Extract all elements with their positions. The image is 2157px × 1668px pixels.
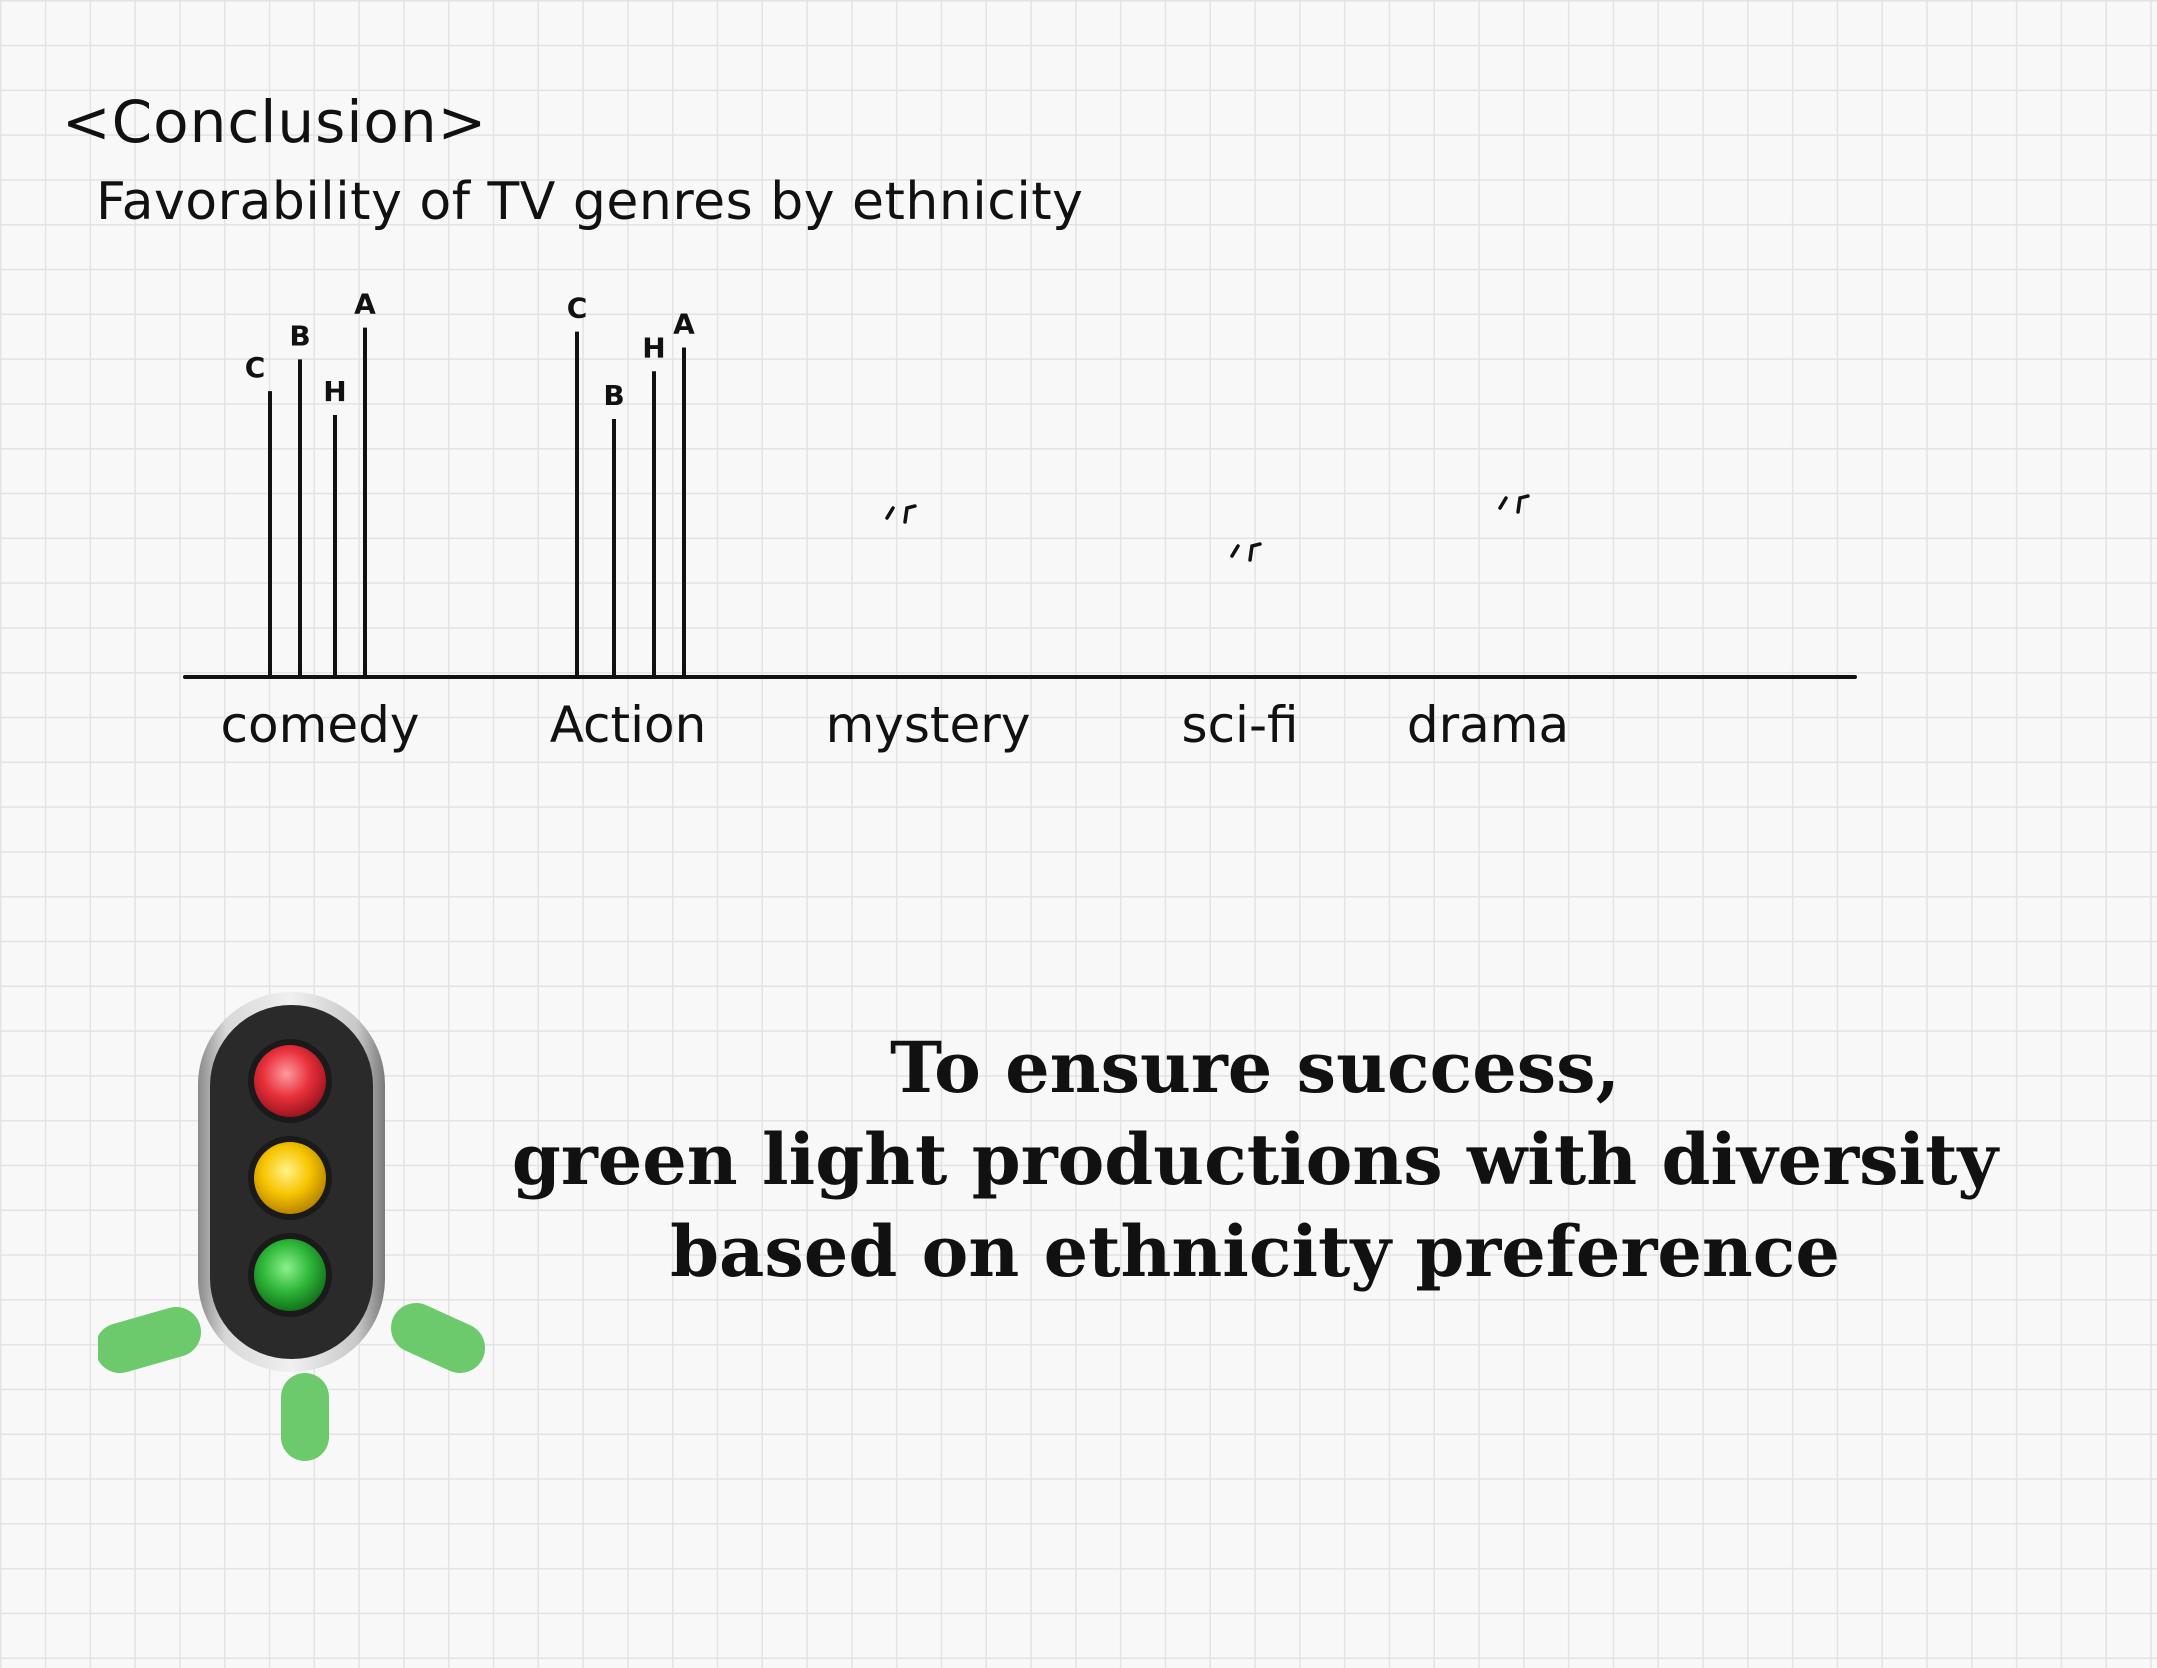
conclusion-text: To ensure success, green light productio… bbox=[510, 1022, 2000, 1298]
bar-label: C bbox=[245, 351, 266, 384]
bar-label: B bbox=[289, 319, 310, 352]
pen-mark bbox=[1230, 542, 1262, 562]
category-label: sci-fi bbox=[1182, 696, 1299, 754]
pen-mark bbox=[885, 504, 917, 524]
conclusion-line-1: To ensure success, bbox=[890, 1026, 1620, 1109]
pen-mark bbox=[1498, 494, 1530, 514]
green-light bbox=[254, 1239, 326, 1311]
glow-ray-left bbox=[98, 1307, 201, 1373]
category-label: Action bbox=[550, 696, 707, 754]
traffic-light-icon bbox=[98, 992, 485, 1461]
bar-label: B bbox=[603, 379, 624, 412]
chart-title: Favorability of TV genres by ethnicity bbox=[96, 172, 1084, 232]
red-light bbox=[254, 1045, 326, 1117]
category-label: drama bbox=[1407, 696, 1569, 754]
bar-label: C bbox=[567, 292, 588, 325]
bar-label: H bbox=[323, 375, 346, 408]
category-label: mystery bbox=[826, 696, 1031, 754]
glow-ray-right bbox=[391, 1303, 485, 1373]
bar-label: A bbox=[354, 288, 376, 321]
conclusion-line-3: based on ethnicity preference bbox=[670, 1210, 1840, 1293]
bar-label: H bbox=[642, 331, 665, 364]
bar-label: A bbox=[673, 307, 695, 340]
conclusion-line-2: green light productions with diversity bbox=[511, 1118, 1999, 1201]
category-label: comedy bbox=[221, 696, 420, 754]
yellow-light bbox=[254, 1142, 326, 1214]
heading: <Conclusion> bbox=[62, 88, 488, 156]
